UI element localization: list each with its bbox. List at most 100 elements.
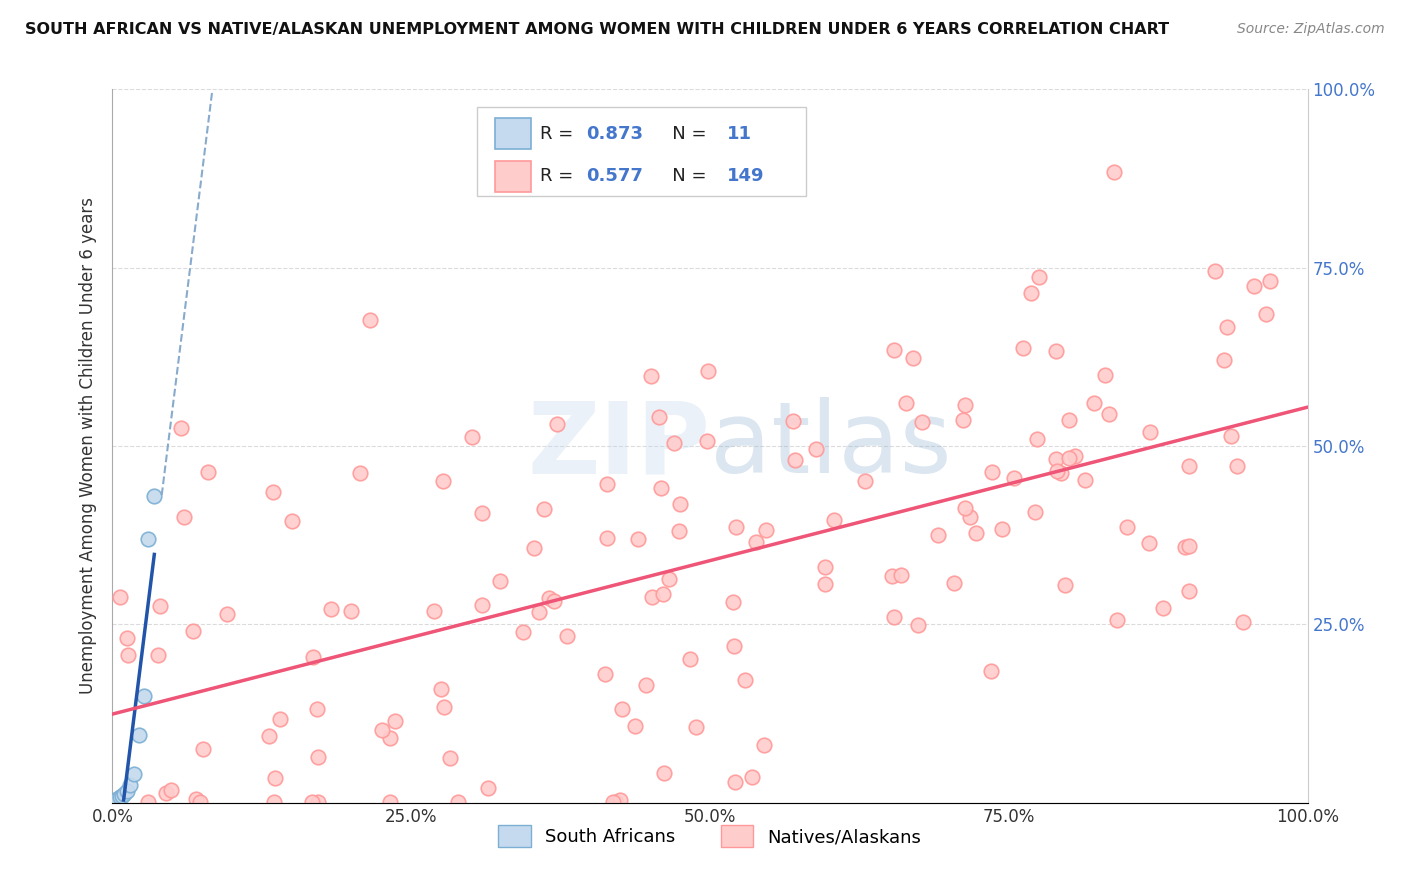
Point xyxy=(263,795,285,809)
Point xyxy=(433,699,456,714)
Point xyxy=(384,714,406,729)
Point xyxy=(1152,601,1174,615)
Point xyxy=(1213,353,1236,368)
Point xyxy=(523,541,546,556)
Point xyxy=(193,741,215,756)
Point xyxy=(1216,320,1239,334)
Point xyxy=(804,442,827,457)
FancyBboxPatch shape xyxy=(495,118,531,149)
Point xyxy=(527,605,550,619)
Point xyxy=(489,574,512,588)
Point xyxy=(1178,458,1201,473)
Point xyxy=(546,417,568,432)
Point xyxy=(664,436,686,450)
Point xyxy=(605,795,627,809)
Point xyxy=(378,795,401,809)
Point xyxy=(640,368,662,383)
Point xyxy=(183,624,205,639)
Point xyxy=(215,607,238,621)
Point xyxy=(533,502,555,516)
Point xyxy=(149,599,172,613)
Point xyxy=(882,568,904,582)
Point xyxy=(108,790,131,805)
Point xyxy=(1102,165,1125,179)
Point xyxy=(883,343,905,357)
Point xyxy=(1045,343,1067,358)
Point xyxy=(734,673,756,687)
Point xyxy=(658,572,681,586)
Point xyxy=(138,532,160,546)
Point xyxy=(679,652,702,666)
Text: 0.873: 0.873 xyxy=(586,125,643,143)
Point xyxy=(280,514,302,528)
Point xyxy=(823,513,845,527)
Point xyxy=(430,681,453,696)
Point xyxy=(432,475,454,489)
Point xyxy=(1116,520,1139,534)
Point xyxy=(955,398,977,412)
Point xyxy=(439,751,461,765)
Point xyxy=(160,783,183,797)
Point xyxy=(117,648,139,662)
Point xyxy=(652,587,675,601)
Point xyxy=(965,526,987,541)
Point xyxy=(652,766,675,780)
Point xyxy=(115,784,138,798)
Point xyxy=(1177,539,1199,553)
Point xyxy=(853,474,876,488)
FancyBboxPatch shape xyxy=(495,161,531,192)
Point xyxy=(814,576,837,591)
Point xyxy=(1219,428,1241,442)
FancyBboxPatch shape xyxy=(477,107,806,196)
Point xyxy=(1053,578,1076,592)
Point xyxy=(942,575,965,590)
Point xyxy=(136,795,159,809)
Point xyxy=(685,720,707,734)
Point xyxy=(471,506,494,520)
Point xyxy=(143,489,166,503)
Point xyxy=(752,738,775,752)
Point xyxy=(991,522,1014,536)
Text: 149: 149 xyxy=(727,168,765,186)
Point xyxy=(602,795,624,809)
Point xyxy=(1059,451,1081,466)
Text: R =: R = xyxy=(540,168,579,186)
Point xyxy=(120,778,142,792)
Point xyxy=(538,591,561,606)
Point xyxy=(1232,615,1254,629)
Point xyxy=(307,795,329,809)
Point xyxy=(890,567,912,582)
Point xyxy=(1243,279,1265,293)
Point xyxy=(170,421,193,435)
Point xyxy=(423,604,446,618)
Point xyxy=(543,594,565,608)
Point xyxy=(1256,307,1278,321)
Point xyxy=(627,532,650,546)
Point xyxy=(952,413,974,427)
Point xyxy=(668,524,690,538)
Point xyxy=(911,415,934,429)
Point xyxy=(1204,264,1226,278)
Point xyxy=(301,795,323,809)
Point xyxy=(108,590,131,604)
Point xyxy=(723,639,745,653)
Point xyxy=(1094,368,1116,383)
Point xyxy=(155,786,177,800)
Text: N =: N = xyxy=(655,125,713,143)
Point xyxy=(1226,459,1249,474)
Point xyxy=(907,618,929,632)
Point xyxy=(650,481,672,495)
Point xyxy=(307,750,329,764)
Point xyxy=(512,624,534,639)
Point xyxy=(894,396,917,410)
Point xyxy=(340,604,363,618)
Point xyxy=(593,667,616,681)
Text: SOUTH AFRICAN VS NATIVE/ALASKAN UNEMPLOYMENT AMONG WOMEN WITH CHILDREN UNDER 6 Y: SOUTH AFRICAN VS NATIVE/ALASKAN UNEMPLOY… xyxy=(25,22,1170,37)
Legend: South Africans, Natives/Alaskans: South Africans, Natives/Alaskans xyxy=(491,818,929,855)
Point xyxy=(105,792,128,806)
Point xyxy=(1025,432,1047,446)
Point xyxy=(596,477,619,491)
Point xyxy=(745,534,768,549)
Point xyxy=(477,781,499,796)
Point xyxy=(901,351,924,366)
